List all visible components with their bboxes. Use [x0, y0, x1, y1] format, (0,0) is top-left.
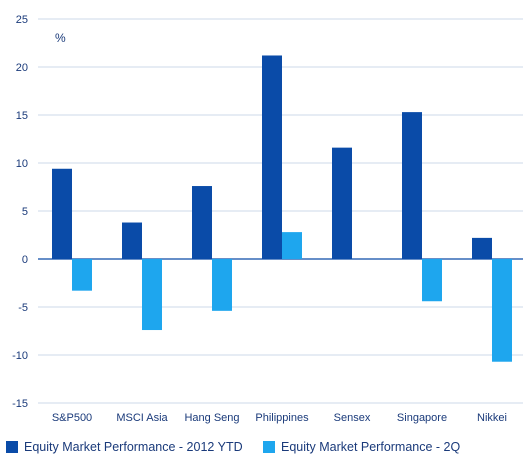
- y-axis-unit-label: %: [55, 31, 66, 45]
- bar-2012-ytd-6: [472, 237, 492, 259]
- y-tick-label: -15: [12, 398, 28, 410]
- legend-label-2q: Equity Market Performance - 2Q: [281, 440, 461, 454]
- bar-2012-ytd-0: [52, 168, 72, 259]
- y-tick-label: 15: [16, 110, 28, 122]
- y-axis-tick-labels: 25 20 15 10 5 0 -5 -10 -15: [12, 14, 28, 410]
- bar-2q-0: [72, 259, 92, 291]
- bar-2012-ytd-2: [192, 186, 212, 259]
- y-tick-label: -5: [18, 302, 28, 314]
- bar-2012-ytd-4: [332, 147, 352, 259]
- x-tick-label: MSCI Asia: [116, 412, 168, 424]
- y-tick-label: 0: [22, 254, 28, 266]
- bar-2012-ytd-3: [262, 55, 282, 260]
- x-tick-label: Singapore: [397, 412, 447, 424]
- x-axis-tick-labels: S&P500 MSCI Asia Hang Seng Philippines Sense…: [52, 412, 507, 424]
- bar-2q-5: [422, 259, 442, 302]
- bar-2012-ytd-5: [402, 112, 422, 260]
- bar-2q-6: [492, 259, 512, 362]
- y-tick-label: 20: [16, 62, 28, 74]
- x-tick-label: S&P500: [52, 412, 92, 424]
- bar-2012-ytd-1: [122, 222, 142, 259]
- y-tick-label: 25: [16, 14, 28, 26]
- legend: Equity Market Performance - 2012 YTD Equ…: [6, 440, 461, 454]
- y-tick-label: 10: [16, 158, 28, 170]
- x-tick-label: Philippines: [255, 412, 309, 424]
- x-tick-label: Sensex: [334, 412, 371, 424]
- bars: [52, 55, 512, 362]
- legend-label-2012-ytd: Equity Market Performance - 2012 YTD: [24, 440, 243, 454]
- x-tick-label: Hang Seng: [184, 412, 239, 424]
- y-tick-label: 5: [22, 206, 28, 218]
- legend-swatch-2012-ytd: [6, 441, 18, 453]
- legend-swatch-2q: [263, 441, 275, 453]
- bar-2q-2: [212, 259, 232, 311]
- bar-2q-3: [282, 232, 302, 259]
- y-tick-label: -10: [12, 350, 28, 362]
- bar-2q-1: [142, 259, 162, 331]
- x-tick-label: Nikkei: [477, 412, 507, 424]
